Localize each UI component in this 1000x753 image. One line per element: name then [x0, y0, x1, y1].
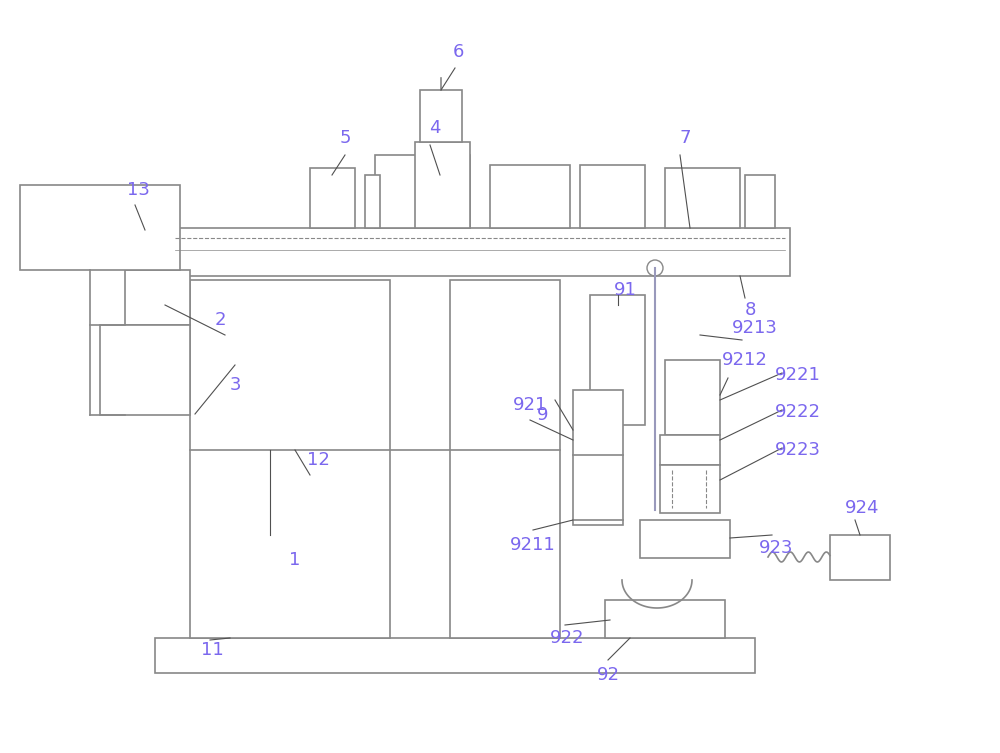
Bar	[640, 520, 730, 558]
Bar	[420, 90, 462, 142]
Bar	[20, 185, 180, 270]
Text: 9211: 9211	[510, 536, 556, 554]
Bar	[100, 325, 190, 415]
Text: 3: 3	[229, 376, 241, 394]
Text: 1: 1	[289, 551, 301, 569]
Text: 11: 11	[201, 641, 223, 659]
Text: 7: 7	[679, 129, 691, 147]
Text: 9223: 9223	[775, 441, 821, 459]
Bar	[190, 280, 390, 638]
Text: 8: 8	[744, 301, 756, 319]
Bar	[580, 165, 645, 228]
Text: 9221: 9221	[775, 366, 821, 384]
Bar	[310, 168, 355, 228]
Bar	[665, 168, 740, 228]
Bar	[490, 165, 570, 228]
Text: 924: 924	[845, 499, 879, 517]
Bar	[450, 280, 560, 638]
Text: 13: 13	[127, 181, 149, 199]
Bar	[605, 600, 725, 638]
Bar	[660, 465, 720, 513]
Bar	[590, 295, 645, 425]
Bar	[830, 535, 890, 580]
Bar	[660, 435, 720, 465]
Text: 92: 92	[596, 666, 620, 684]
Text: 4: 4	[429, 119, 441, 137]
Text: 5: 5	[339, 129, 351, 147]
Text: 923: 923	[759, 539, 793, 557]
Text: 2: 2	[214, 311, 226, 329]
Text: 921: 921	[513, 396, 547, 414]
Bar	[415, 142, 470, 228]
Text: 12: 12	[307, 451, 329, 469]
Text: 9213: 9213	[732, 319, 778, 337]
Bar	[375, 155, 470, 228]
Text: 9212: 9212	[722, 351, 768, 369]
Text: 91: 91	[614, 281, 636, 299]
Bar	[665, 360, 720, 435]
Text: 9222: 9222	[775, 403, 821, 421]
Bar	[155, 638, 755, 673]
Bar	[365, 175, 380, 228]
Text: 6: 6	[452, 43, 464, 61]
Bar	[165, 228, 790, 276]
Bar	[745, 175, 775, 228]
Text: 922: 922	[550, 629, 584, 647]
Bar	[573, 390, 623, 525]
Text: 9: 9	[537, 406, 549, 424]
Bar	[125, 270, 190, 325]
